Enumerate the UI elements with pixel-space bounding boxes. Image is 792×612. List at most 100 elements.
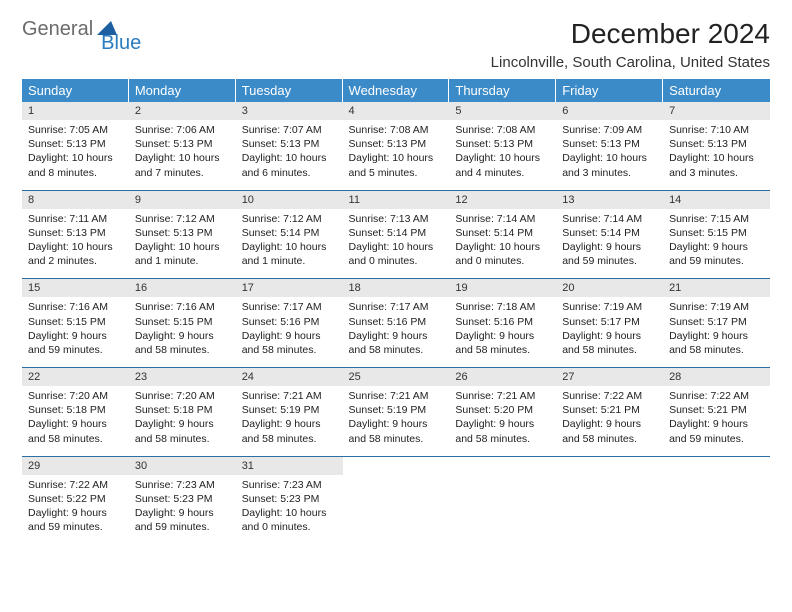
day-data: Sunrise: 7:13 AMSunset: 5:14 PMDaylight:…: [343, 209, 450, 280]
sunrise-line: Sunrise: 7:23 AM: [135, 478, 230, 492]
day-data: Sunrise: 7:22 AMSunset: 5:21 PMDaylight:…: [663, 386, 770, 457]
sunrise-line: Sunrise: 7:20 AM: [135, 389, 230, 403]
daynum-row: 891011121314: [22, 191, 770, 209]
day-data: Sunrise: 7:19 AMSunset: 5:17 PMDaylight:…: [556, 297, 663, 368]
day-number: 21: [663, 279, 770, 297]
day-number: 5: [449, 102, 556, 120]
sunset-line: Sunset: 5:14 PM: [349, 226, 444, 240]
sunrise-line: Sunrise: 7:09 AM: [562, 123, 657, 137]
sunset-line: Sunset: 5:18 PM: [28, 403, 123, 417]
day-number: 1: [22, 102, 129, 120]
day-data: Sunrise: 7:18 AMSunset: 5:16 PMDaylight:…: [449, 297, 556, 368]
daylight-line: Daylight: 9 hours and 59 minutes.: [135, 506, 230, 534]
day-number: 27: [556, 368, 663, 386]
sunrise-line: Sunrise: 7:15 AM: [669, 212, 764, 226]
sunrise-line: Sunrise: 7:20 AM: [28, 389, 123, 403]
sunrise-line: Sunrise: 7:19 AM: [669, 300, 764, 314]
day-number: 13: [556, 191, 663, 209]
sunrise-line: Sunrise: 7:22 AM: [669, 389, 764, 403]
day-header-row: SundayMondayTuesdayWednesdayThursdayFrid…: [22, 79, 770, 102]
day-number: [343, 457, 450, 475]
day-number: [663, 457, 770, 475]
day-number: 11: [343, 191, 450, 209]
day-data: Sunrise: 7:08 AMSunset: 5:13 PMDaylight:…: [449, 120, 556, 191]
daylight-line: Daylight: 10 hours and 3 minutes.: [562, 151, 657, 179]
sunrise-line: Sunrise: 7:18 AM: [455, 300, 550, 314]
day-number: 23: [129, 368, 236, 386]
sunset-line: Sunset: 5:23 PM: [242, 492, 337, 506]
daylight-line: Daylight: 9 hours and 59 minutes.: [669, 240, 764, 268]
day-data: Sunrise: 7:21 AMSunset: 5:19 PMDaylight:…: [343, 386, 450, 457]
data-row: Sunrise: 7:16 AMSunset: 5:15 PMDaylight:…: [22, 297, 770, 368]
daynum-row: 293031: [22, 457, 770, 475]
daylight-line: Daylight: 9 hours and 58 minutes.: [242, 417, 337, 445]
day-number: 18: [343, 279, 450, 297]
day-data: Sunrise: 7:09 AMSunset: 5:13 PMDaylight:…: [556, 120, 663, 191]
day-data: Sunrise: 7:16 AMSunset: 5:15 PMDaylight:…: [22, 297, 129, 368]
sunset-line: Sunset: 5:19 PM: [349, 403, 444, 417]
day-data: Sunrise: 7:11 AMSunset: 5:13 PMDaylight:…: [22, 209, 129, 280]
day-number: 6: [556, 102, 663, 120]
day-number: 31: [236, 457, 343, 475]
day-header: Sunday: [22, 79, 129, 102]
daylight-line: Daylight: 9 hours and 59 minutes.: [28, 329, 123, 357]
day-number: 3: [236, 102, 343, 120]
day-data: Sunrise: 7:20 AMSunset: 5:18 PMDaylight:…: [22, 386, 129, 457]
sunset-line: Sunset: 5:21 PM: [562, 403, 657, 417]
daylight-line: Daylight: 9 hours and 59 minutes.: [28, 506, 123, 534]
day-data: Sunrise: 7:16 AMSunset: 5:15 PMDaylight:…: [129, 297, 236, 368]
sunrise-line: Sunrise: 7:22 AM: [562, 389, 657, 403]
day-header: Saturday: [663, 79, 770, 102]
logo-word1: General: [22, 18, 93, 41]
day-number: 25: [343, 368, 450, 386]
sunrise-line: Sunrise: 7:16 AM: [135, 300, 230, 314]
day-number: [449, 457, 556, 475]
daylight-line: Daylight: 10 hours and 0 minutes.: [455, 240, 550, 268]
sunrise-line: Sunrise: 7:11 AM: [28, 212, 123, 226]
day-number: 24: [236, 368, 343, 386]
day-number: 17: [236, 279, 343, 297]
day-number: 12: [449, 191, 556, 209]
sunrise-line: Sunrise: 7:10 AM: [669, 123, 764, 137]
day-number: 26: [449, 368, 556, 386]
day-number: 14: [663, 191, 770, 209]
sunset-line: Sunset: 5:14 PM: [455, 226, 550, 240]
sunrise-line: Sunrise: 7:12 AM: [242, 212, 337, 226]
day-data: Sunrise: 7:15 AMSunset: 5:15 PMDaylight:…: [663, 209, 770, 280]
sunrise-line: Sunrise: 7:21 AM: [242, 389, 337, 403]
day-data: Sunrise: 7:06 AMSunset: 5:13 PMDaylight:…: [129, 120, 236, 191]
day-data: Sunrise: 7:23 AMSunset: 5:23 PMDaylight:…: [236, 475, 343, 545]
sunrise-line: Sunrise: 7:23 AM: [242, 478, 337, 492]
data-row: Sunrise: 7:05 AMSunset: 5:13 PMDaylight:…: [22, 120, 770, 191]
sunset-line: Sunset: 5:17 PM: [562, 315, 657, 329]
day-number: 28: [663, 368, 770, 386]
day-number: 9: [129, 191, 236, 209]
daynum-row: 22232425262728: [22, 368, 770, 386]
sunset-line: Sunset: 5:21 PM: [669, 403, 764, 417]
sunset-line: Sunset: 5:13 PM: [135, 137, 230, 151]
data-row: Sunrise: 7:22 AMSunset: 5:22 PMDaylight:…: [22, 475, 770, 545]
day-data: [663, 475, 770, 545]
daylight-line: Daylight: 9 hours and 58 minutes.: [455, 329, 550, 357]
daylight-line: Daylight: 10 hours and 3 minutes.: [669, 151, 764, 179]
daylight-line: Daylight: 10 hours and 0 minutes.: [349, 240, 444, 268]
sunset-line: Sunset: 5:13 PM: [669, 137, 764, 151]
sunset-line: Sunset: 5:22 PM: [28, 492, 123, 506]
day-number: 20: [556, 279, 663, 297]
calendar-table: SundayMondayTuesdayWednesdayThursdayFrid…: [22, 79, 770, 544]
sunrise-line: Sunrise: 7:08 AM: [455, 123, 550, 137]
sunrise-line: Sunrise: 7:16 AM: [28, 300, 123, 314]
sunset-line: Sunset: 5:19 PM: [242, 403, 337, 417]
day-number: 7: [663, 102, 770, 120]
daylight-line: Daylight: 9 hours and 59 minutes.: [669, 417, 764, 445]
sunset-line: Sunset: 5:16 PM: [349, 315, 444, 329]
sunset-line: Sunset: 5:13 PM: [28, 137, 123, 151]
sunset-line: Sunset: 5:16 PM: [242, 315, 337, 329]
day-number: 4: [343, 102, 450, 120]
sunrise-line: Sunrise: 7:13 AM: [349, 212, 444, 226]
day-data: Sunrise: 7:23 AMSunset: 5:23 PMDaylight:…: [129, 475, 236, 545]
day-data: [556, 475, 663, 545]
sunrise-line: Sunrise: 7:21 AM: [455, 389, 550, 403]
sunrise-line: Sunrise: 7:21 AM: [349, 389, 444, 403]
sunrise-line: Sunrise: 7:17 AM: [349, 300, 444, 314]
